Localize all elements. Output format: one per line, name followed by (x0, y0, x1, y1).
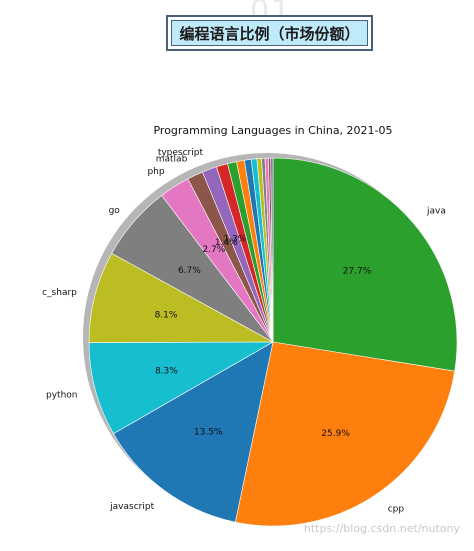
slice-label-python: python (46, 391, 77, 401)
slice-percent-python: 8.3% (155, 367, 178, 377)
watermark: https://blog.csdn.net/nutony (303, 522, 460, 535)
slice-percent-php: 2.7% (202, 245, 225, 255)
pie-slices (88, 157, 458, 527)
pie-slice-java (272, 157, 458, 372)
pie-slice-c-sharp (88, 252, 275, 343)
slice-label-javascript: javascript (109, 502, 154, 512)
slice-percent-javascript: 13.5% (194, 427, 223, 437)
slice-percent-java: 27.7% (343, 266, 372, 276)
slice-percent-go: 6.7% (178, 266, 201, 276)
pie-labels: java 27.7% cpp 25.9% javascript 13.5% python 8.… (42, 148, 446, 515)
pie-slice-cpp (234, 341, 456, 527)
pie-slice-javascript (113, 341, 274, 523)
pie-slice-18 (270, 157, 274, 343)
slice-label-go: go (109, 206, 121, 216)
slice-label-java: java (426, 207, 446, 217)
slice-label-c-sharp: c_sharp (42, 288, 77, 298)
slice-label-matlab: matlab (156, 155, 188, 165)
slice-label-typescript: typescript (158, 148, 204, 158)
slice-percent-typescript: 1.3% (223, 234, 246, 244)
slice-label-php: php (147, 167, 164, 177)
slice-label-cpp: cpp (388, 505, 405, 515)
slice-percent-c-sharp: 8.1% (155, 311, 178, 321)
pie-slice-python (88, 341, 275, 435)
slice-percent-matlab: 1.4% (215, 238, 238, 248)
chart-title: Programming Languages in China, 2021-05 (153, 124, 392, 137)
page-title: 编程语言比例（市场份额） (166, 15, 373, 51)
slice-percent-cpp: 25.9% (321, 429, 350, 439)
page-title-text: 编程语言比例（市场份额） (179, 24, 360, 43)
